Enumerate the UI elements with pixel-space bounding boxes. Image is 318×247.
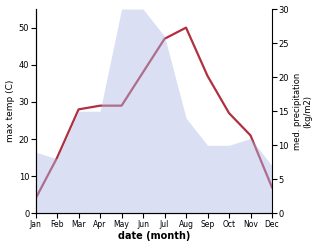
Y-axis label: max temp (C): max temp (C) (5, 80, 15, 143)
X-axis label: date (month): date (month) (118, 231, 190, 242)
Y-axis label: med. precipitation
(kg/m2): med. precipitation (kg/m2) (293, 73, 313, 150)
